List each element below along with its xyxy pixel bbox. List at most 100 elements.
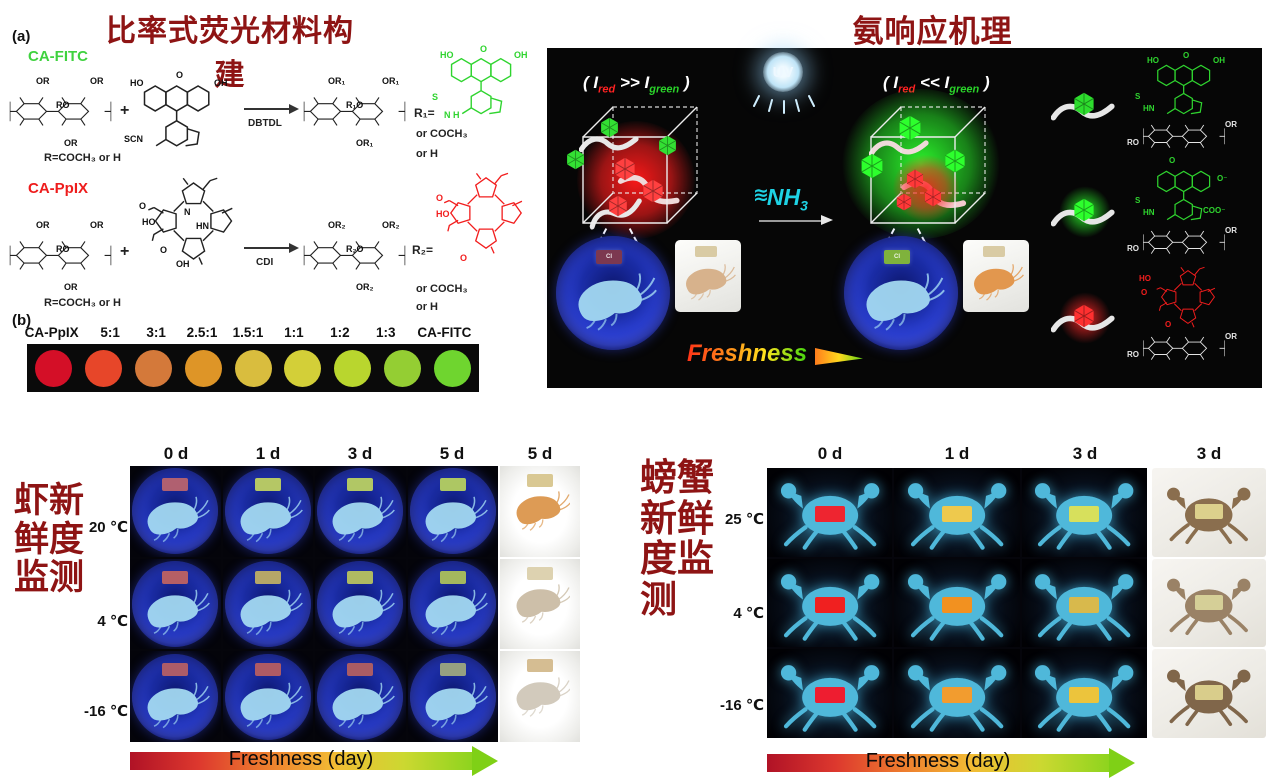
section-title-synthesis: 比率式荧光材料构建: [106, 15, 354, 92]
color-dot: [284, 349, 322, 387]
atom-label: OH: [214, 78, 228, 88]
ratio-label: 1:3: [376, 325, 396, 340]
ca-fitc-name: CA-FITC: [28, 48, 88, 65]
shrimp-freshness-axis: Freshness (day): [130, 746, 498, 776]
crab-uv-cell: [1021, 649, 1147, 738]
ratio-label: CA-FITC: [417, 325, 472, 340]
daylight-photo-after: [963, 240, 1029, 312]
sensor-patch: [814, 506, 845, 522]
crab-uv-grid: [767, 468, 1147, 738]
atom-label: O: [1169, 156, 1176, 165]
porphyrin-rings: [1151, 264, 1225, 330]
shrimp-uv-cell: [130, 466, 221, 557]
green-particle: [599, 117, 620, 138]
uv-label: UV: [772, 63, 794, 81]
ppix-moiety-structure: [442, 167, 530, 259]
fitc-reaction-scheme: OR RO OR OR R=COCH₃ or H + HO O OH SCN D…: [8, 44, 548, 182]
atom-label: RO: [1127, 244, 1139, 253]
color-dot: [35, 349, 72, 387]
sensor-patch: [695, 246, 717, 257]
particle-on-fiber-icon: [1047, 186, 1119, 242]
color-dot: [84, 349, 122, 387]
shrimp-silhouette: [569, 270, 657, 333]
red-particle: [1072, 304, 1096, 328]
gradient-bar: Freshness (day): [130, 748, 472, 770]
atom-label: S: [1135, 92, 1141, 101]
sensor-patch: [347, 663, 374, 677]
sensor-patch: [162, 570, 189, 584]
shrimp-uv-cell: [130, 558, 221, 650]
particle-on-fiber-icon: [1047, 292, 1119, 348]
ratio-label: 1:2: [330, 325, 350, 340]
sensor-patch: [1195, 685, 1223, 701]
atom-label: OR: [64, 138, 78, 148]
atom-label: OR₂: [382, 220, 400, 230]
shrimp-uv-cell: [130, 651, 221, 742]
sensor-patch: [941, 596, 972, 613]
atom-label: O: [176, 70, 184, 80]
sensor-patch: [254, 663, 281, 677]
nh3-formula: NH: [766, 184, 801, 210]
alt-group-2: or H: [416, 148, 438, 160]
intensity-text: ( I: [883, 73, 899, 92]
green-particle: [859, 153, 885, 179]
axis-label: Freshness (day): [228, 748, 374, 770]
atom-label: OR: [36, 76, 50, 86]
atom-label: O: [480, 44, 488, 54]
r-group-note: R=COCH₃ or H: [44, 297, 121, 309]
uv-lamp-icon: UV: [763, 52, 803, 92]
cellulose-structure: [8, 86, 113, 141]
sensor-patch: CI: [596, 250, 622, 264]
atom-label: OR: [1225, 120, 1237, 129]
color-dot: [434, 349, 471, 387]
green-particle: [657, 135, 678, 156]
red-particle: [607, 195, 629, 217]
atom-label: OR₁: [382, 76, 400, 86]
atom-label: S: [432, 92, 439, 102]
crab-uv-cell: [1021, 468, 1147, 557]
atom-label: R₂O: [346, 244, 364, 254]
sensor-patch: [1069, 687, 1100, 704]
atom-label: HO: [440, 50, 454, 60]
atom-label: RO: [56, 100, 70, 110]
atom-label: OH: [176, 259, 190, 269]
intensity-text: ): [679, 73, 690, 92]
ratio-label: 1:1: [284, 325, 304, 340]
shrimp-photo-cell: [500, 466, 580, 557]
temperature-row-label: 25 ℃: [724, 511, 764, 528]
day-column-header: 1 d: [255, 444, 281, 463]
section-title-mechanism: 氨响应机理: [852, 14, 1013, 49]
shrimp-uv-cell: [315, 466, 406, 557]
atom-label: O: [460, 253, 468, 263]
day-column-header: 5 d: [527, 444, 553, 463]
color-dot: [234, 349, 272, 387]
particle-on-fiber-icon: [1047, 84, 1119, 136]
atom-label: OR₁: [328, 76, 346, 86]
crab-section-title: 螃蟹 新鲜 度监 测: [640, 457, 714, 621]
intensity-text: ): [979, 73, 990, 92]
structure-row-fitc-closed: HO O OH S HN RO OR: [1047, 51, 1247, 160]
sensor-patch: [439, 570, 466, 584]
atom-label: HN: [1143, 208, 1155, 217]
temperature-row-label: -16 ℃: [719, 697, 764, 714]
day-column-header: 3 d: [1072, 444, 1098, 463]
day-column-header: 1 d: [944, 444, 970, 463]
color-dot: [134, 349, 172, 387]
atom-label: N: [184, 207, 191, 217]
axis-label: Freshness (day): [865, 750, 1011, 772]
ratio-label: 1.5:1: [232, 325, 264, 340]
sensor-patch: [1195, 504, 1223, 519]
shrimp-uv-cell: [407, 558, 498, 650]
alt-group-1: or COCH₃: [416, 128, 468, 140]
green-particle: [943, 149, 967, 173]
temperature-row-label: 20 ℃: [88, 519, 128, 536]
color-dot: [184, 349, 222, 387]
sensor-patch: [983, 246, 1005, 257]
crab-uv-cell: [894, 468, 1020, 557]
day-column-header: 5 d: [439, 444, 465, 463]
sensor-patch: [439, 478, 466, 491]
green-particle: [565, 149, 586, 170]
crab-photo-cell: [1152, 649, 1266, 738]
sensor-patch: [1195, 594, 1223, 610]
sensor-patch: [162, 478, 189, 491]
